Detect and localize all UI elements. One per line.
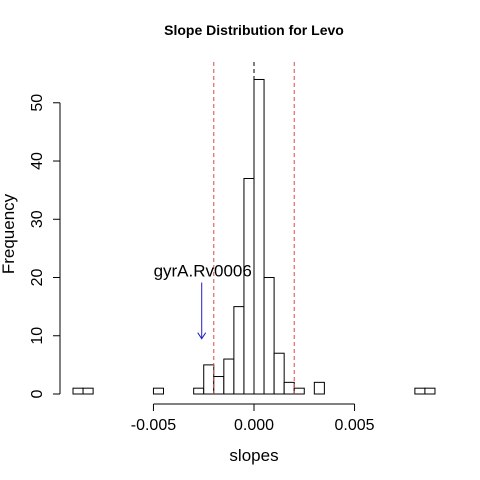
x-tick-label: 0.005 [335, 417, 375, 434]
x-axis: -0.005 0.000 0.005 [131, 403, 375, 434]
histogram-bar [213, 376, 225, 395]
y-tick-label: 40 [29, 152, 46, 170]
histogram-bar [414, 387, 426, 395]
y-axis-label: Frequency [0, 193, 18, 274]
histogram-bar [72, 387, 84, 395]
y-axis: 0 10 20 30 40 50 [29, 94, 61, 398]
histogram-bar [233, 306, 245, 395]
histogram-bars [72, 78, 436, 395]
histogram-bar [203, 364, 215, 395]
histogram-bar [283, 381, 295, 395]
reference-lines [213, 62, 295, 394]
y-tick-label: 50 [29, 94, 46, 112]
histogram-bar [293, 387, 305, 395]
histogram-bar [243, 177, 255, 395]
y-tick-label: 10 [29, 327, 46, 345]
histogram-bar [273, 352, 285, 395]
y-tick-label: 0 [29, 389, 46, 398]
histogram-bar [193, 387, 205, 395]
x-tick-label: 0.000 [234, 417, 274, 434]
histogram-bar [263, 277, 275, 395]
x-tick-label: -0.005 [131, 417, 176, 434]
histogram-bar [152, 387, 164, 395]
histogram-bar [223, 358, 235, 395]
x-axis-label: slopes [229, 446, 278, 465]
annotation-label: gyrA.Rv0006 [154, 262, 252, 281]
y-tick-label: 20 [29, 269, 46, 287]
histogram-bar [253, 78, 265, 395]
histogram-bar [82, 387, 94, 395]
histogram-bar [424, 387, 436, 395]
annotation-arrowhead [197, 332, 207, 340]
y-tick-label: 30 [29, 210, 46, 228]
annotation: gyrA.Rv0006 [154, 262, 252, 340]
chart-title: Slope Distribution for Levo [164, 22, 344, 38]
histogram-bar [313, 381, 325, 395]
